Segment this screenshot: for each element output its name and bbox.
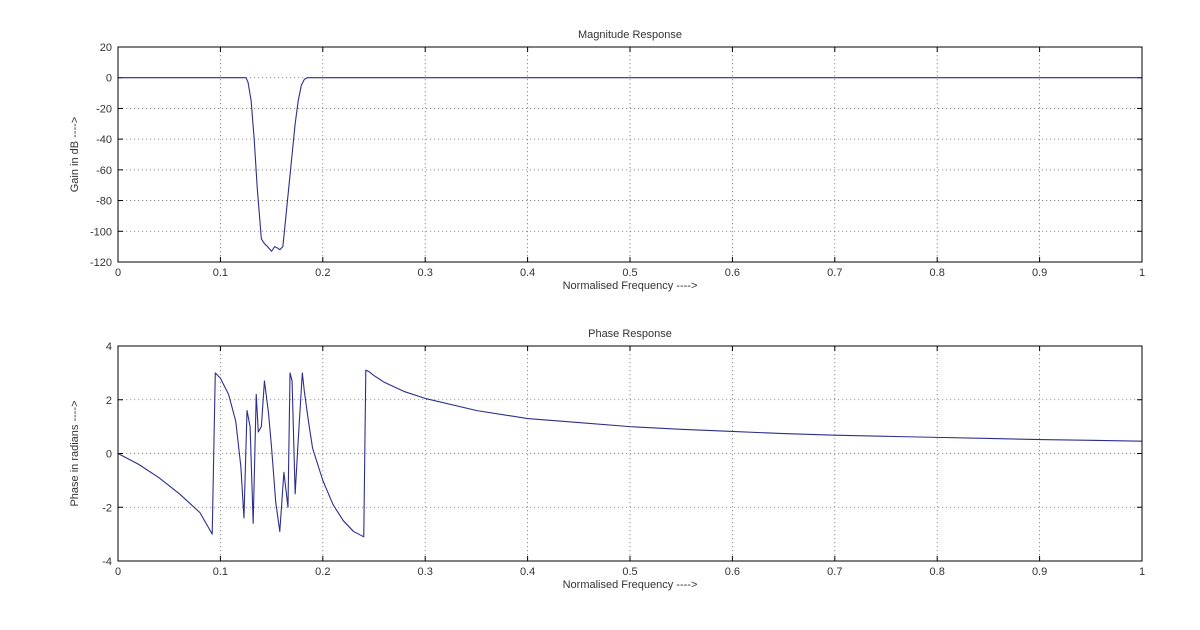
phase-x-tick-label: 1 <box>1139 566 1145 578</box>
magnitude-x-tick-label: 0.4 <box>520 267 535 279</box>
magnitude-plot-area <box>118 47 1142 262</box>
magnitude-x-tick-label: 0.1 <box>213 267 228 279</box>
phase-x-tick-label: 0.7 <box>827 566 842 578</box>
magnitude-response-panel: 0 0.1 0.2 0.3 0.4 0.5 0.6 0.7 0.8 0.9 1 20 0 -20 -40 -6… <box>69 29 1145 292</box>
phase-x-tick-label: 0.2 <box>315 566 330 578</box>
magnitude-y-tick-label: -120 <box>90 257 112 269</box>
magnitude-chart-title: Magnitude Response <box>578 29 682 41</box>
magnitude-x-tick-label: 0 <box>115 267 121 279</box>
magnitude-y-tick-label: -100 <box>90 226 112 238</box>
magnitude-y-axis-label: Gain in dB ----> <box>69 117 81 193</box>
magnitude-x-tick-label: 0.2 <box>315 267 330 279</box>
phase-series-line <box>117 369 1143 538</box>
magnitude-y-tick-label: -80 <box>96 196 112 208</box>
magnitude-axes-frame <box>117 46 1143 263</box>
phase-chart-title: Phase Response <box>588 328 672 340</box>
magnitude-y-tick-label: 0 <box>106 73 112 85</box>
phase-y-tick-label: 4 <box>106 341 112 353</box>
phase-x-tick-label: 0.8 <box>930 566 945 578</box>
phase-x-axis-label: Normalised Frequency ----> <box>563 579 698 591</box>
magnitude-x-tick-label: 1 <box>1139 267 1145 279</box>
phase-y-tick-label: 2 <box>106 395 112 407</box>
magnitude-x-tick-label: 0.7 <box>827 267 842 279</box>
magnitude-x-tick-label: 0.8 <box>930 267 945 279</box>
phase-response-panel: 0 0.1 0.2 0.3 0.4 0.5 0.6 0.7 0.8 0.9 1 4 2 0 -2 -4 Phas… <box>69 328 1145 591</box>
magnitude-x-tick-label: 0.9 <box>1032 267 1047 279</box>
phase-x-tick-label: 0.3 <box>418 566 433 578</box>
magnitude-y-tick-label: -60 <box>96 165 112 177</box>
magnitude-y-tick-label: -40 <box>96 134 112 146</box>
magnitude-y-tick-label: -20 <box>96 103 112 115</box>
magnitude-y-tick-label: 20 <box>100 42 112 54</box>
phase-y-tick-label: -4 <box>102 556 112 568</box>
phase-y-tick-label: 0 <box>106 449 112 461</box>
magnitude-series-line <box>118 77 1142 252</box>
phase-x-tick-label: 0.4 <box>520 566 535 578</box>
phase-x-tick-label: 0.6 <box>725 566 740 578</box>
magnitude-x-tick-label: 0.5 <box>622 267 637 279</box>
magnitude-x-axis-label: Normalised Frequency ----> <box>563 280 698 292</box>
phase-axes-frame <box>117 345 1143 562</box>
phase-x-tick-label: 0 <box>115 566 121 578</box>
magnitude-x-tick-label: 0.6 <box>725 267 740 279</box>
phase-y-axis-label: Phase in radians ----> <box>69 400 81 506</box>
phase-y-tick-label: -2 <box>102 502 112 514</box>
phase-x-tick-label: 0.5 <box>622 566 637 578</box>
phase-x-tick-label: 0.9 <box>1032 566 1047 578</box>
phase-x-tick-label: 0.1 <box>213 566 228 578</box>
magnitude-x-tick-label: 0.3 <box>418 267 433 279</box>
